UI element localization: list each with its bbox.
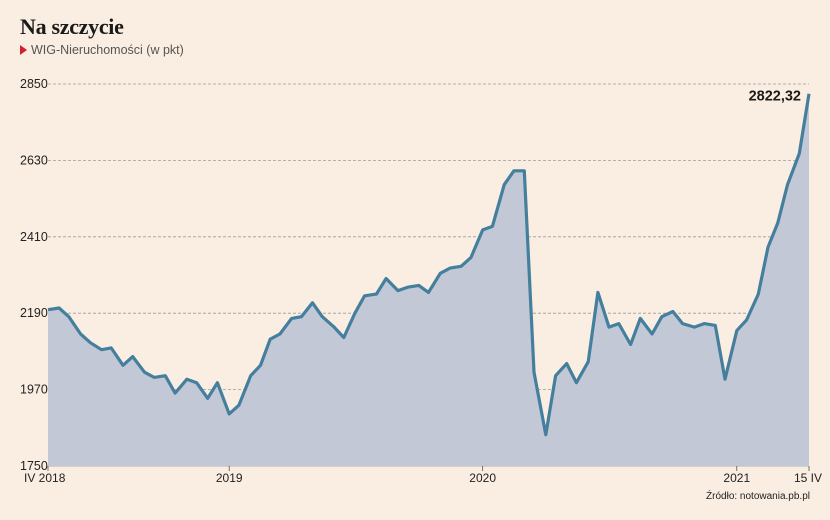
y-tick-label: 2410	[20, 230, 48, 244]
y-tick-label: 1750	[20, 459, 48, 473]
chart-subtitle: WIG-Nieruchomości (w pkt)	[20, 43, 184, 57]
x-axis-ticks: IV 2018 2019 2020 2021 15 IV	[24, 466, 822, 485]
last-value-label: 2822,32	[749, 89, 801, 105]
x-tick-label: 2020	[469, 471, 496, 485]
x-tick-label: IV 2018	[24, 471, 66, 485]
x-tick-label: 2021	[723, 471, 750, 485]
triangle-marker-icon	[20, 45, 27, 55]
x-tick-label: 2019	[216, 471, 243, 485]
chart-title: Na szczycie	[20, 14, 124, 39]
area-fill	[48, 93, 809, 466]
source-note: Źródło: notowania.pb.pl	[706, 491, 810, 502]
series-line	[47, 93, 811, 437]
y-tick-label: 2850	[20, 77, 48, 91]
y-tick-label: 2190	[20, 306, 48, 320]
y-tick-label: 1970	[20, 383, 48, 397]
x-tick-label: 15 IV	[794, 471, 822, 485]
y-tick-label: 2630	[20, 153, 48, 167]
subtitle-text: WIG-Nieruchomości (w pkt)	[31, 43, 184, 57]
y-axis-ticks: 2850 2630 2410 2190 1970 1750	[20, 77, 48, 473]
